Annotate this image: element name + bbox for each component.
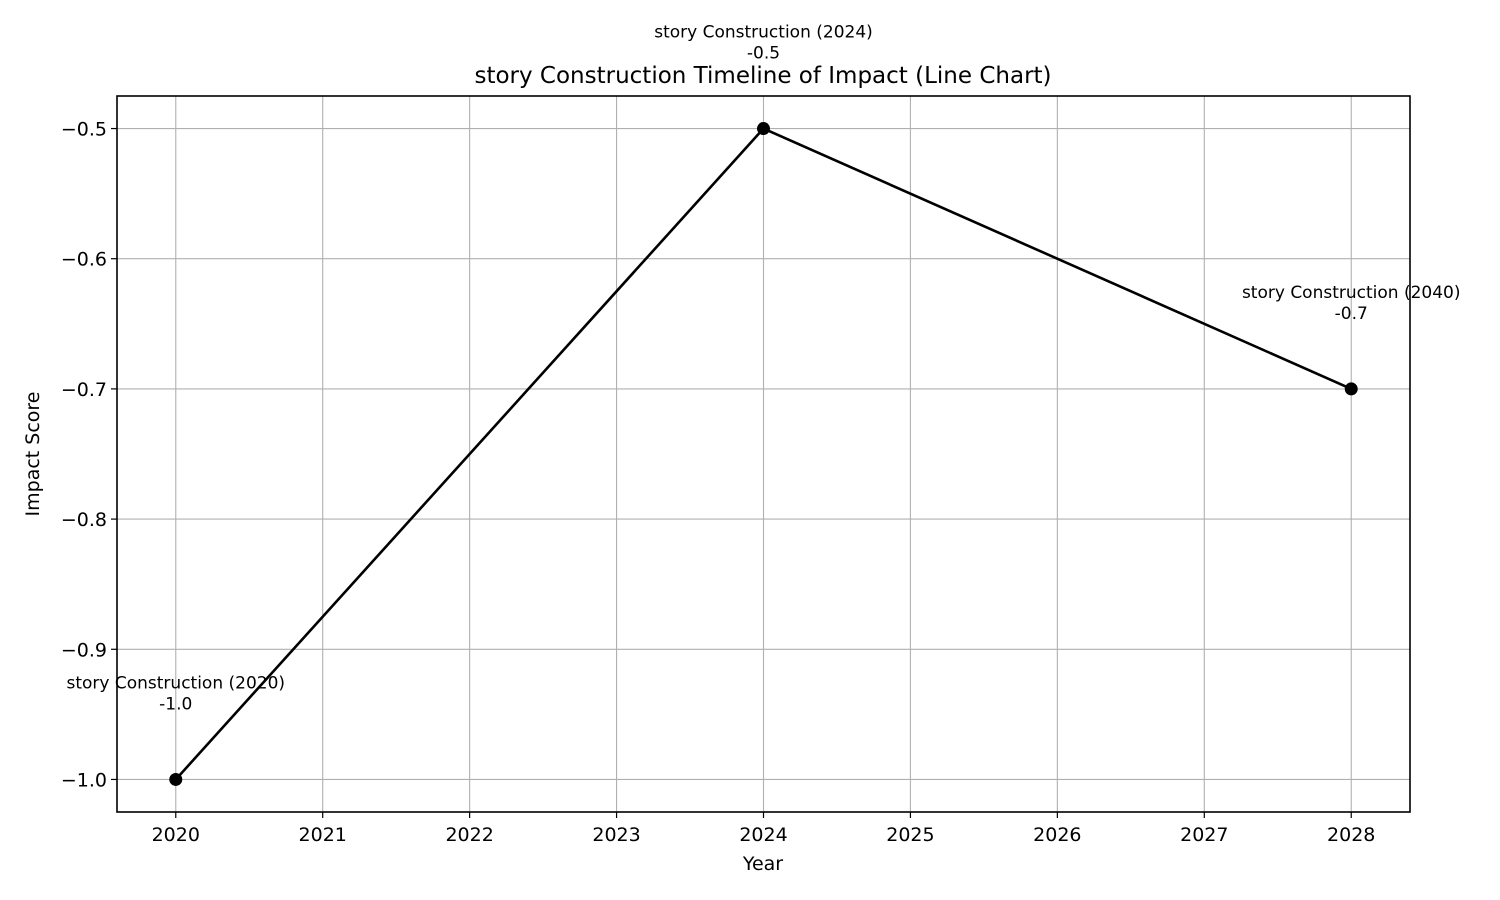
x-tick-label: 2026 (1033, 824, 1081, 846)
x-tick-label: 2027 (1180, 824, 1228, 846)
x-tick-label: 2023 (592, 824, 640, 846)
chart-title: story Construction Timeline of Impact (L… (474, 63, 1051, 89)
annotation-label: story Construction (2020) (66, 673, 285, 693)
data-point (169, 772, 183, 786)
x-tick-label: 2024 (739, 824, 787, 846)
data-point (757, 122, 770, 136)
x-tick-label: 2021 (299, 824, 347, 846)
annotation-label: story Construction (2040) (1242, 283, 1461, 303)
y-tick-label: −0.5 (61, 119, 107, 141)
y-tick-label: −1.0 (61, 769, 107, 791)
annotation-value: -0.5 (747, 44, 780, 64)
y-axis-label: Impact Score (22, 392, 44, 517)
x-tick-label: 2020 (152, 824, 200, 846)
y-tick-label: −0.6 (61, 249, 107, 271)
y-tick-label: −0.7 (61, 379, 107, 401)
x-tick-label: 2022 (445, 824, 493, 846)
annotation-label: story Construction (2024) (654, 23, 873, 43)
x-tick-label: 2025 (886, 824, 934, 846)
grid-lines (117, 96, 1410, 812)
data-annotation: story Construction (2040)-0.7 (1242, 283, 1461, 324)
y-tick-label: −0.9 (61, 639, 107, 661)
data-point (1344, 382, 1358, 396)
annotation-value: -1.0 (159, 694, 192, 714)
data-annotation: story Construction (2024)-0.5 (654, 23, 873, 64)
x-tick-label: 2028 (1327, 824, 1375, 846)
x-axis-ticks: 2020 2021 2022 2023 2024 2025 2026 2027 2028 (152, 812, 1375, 846)
data-annotation: story Construction (2020)-1.0 (66, 673, 285, 714)
series-layer (169, 122, 1358, 786)
x-axis-label: Year (742, 853, 783, 875)
annotation-value: -0.7 (1335, 304, 1368, 324)
y-tick-label: −0.8 (61, 509, 107, 531)
y-axis-ticks: −0.5 −0.6 −0.7 −0.8 −0.9 −1.0 (61, 119, 117, 791)
